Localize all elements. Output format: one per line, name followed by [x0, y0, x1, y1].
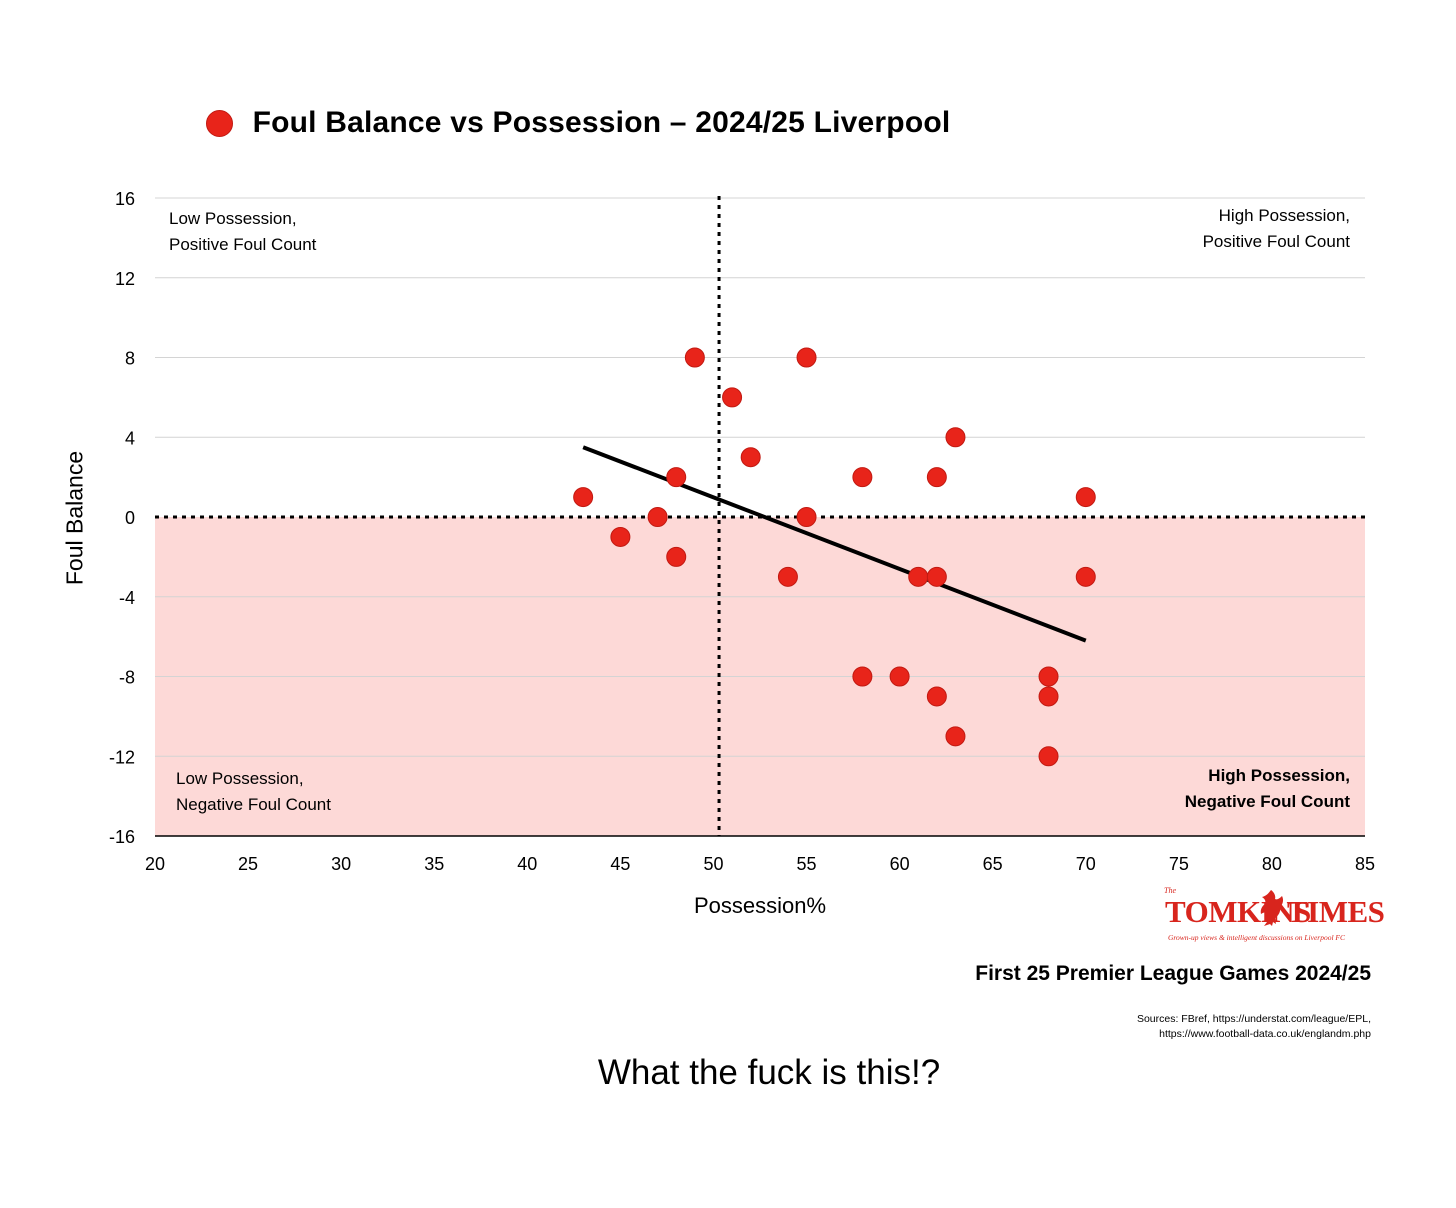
- legend-marker: [205, 109, 233, 137]
- quadrant-label-top-left: Low Possession, Positive Foul Count: [169, 206, 316, 258]
- quadrant-label-line: Low Possession,: [169, 209, 297, 228]
- y-tick-label: -8: [119, 668, 135, 688]
- x-tick-label: 60: [890, 854, 910, 874]
- x-tick-label: 80: [1262, 854, 1282, 874]
- legend: Foul Balance vs Possession – 2024/25 Liv…: [0, 106, 1456, 140]
- data-point: [852, 467, 873, 488]
- quadrant-label-line: Negative Foul Count: [176, 795, 331, 814]
- x-tick-label: 25: [238, 854, 258, 874]
- data-point: [926, 686, 947, 707]
- data-point: [722, 387, 743, 408]
- x-axis-label: Possession%: [693, 893, 827, 918]
- caption-text: What the fuck is this!?: [597, 1053, 941, 1092]
- data-point: [573, 487, 594, 508]
- data-point: [796, 347, 817, 368]
- quadrant-label-line: Positive Foul Count: [1202, 232, 1350, 251]
- quadrant-label-top-right: High Possession, Positive Foul Count: [1203, 203, 1350, 255]
- y-axis-label: Foul Balance: [61, 450, 88, 586]
- quadrant-label-line: Positive Foul Count: [169, 235, 317, 254]
- y-tick-label: -12: [109, 747, 135, 767]
- y-tick-label: 4: [125, 428, 135, 448]
- chart-title: Foul Balance vs Possession – 2024/25 Liv…: [252, 106, 951, 139]
- data-point: [926, 467, 947, 488]
- data-point: [610, 526, 631, 547]
- x-tick-label: 45: [610, 854, 630, 874]
- data-point: [1038, 666, 1059, 687]
- x-tick-label: 55: [797, 854, 817, 874]
- y-tick-label: 12: [115, 269, 135, 289]
- logo-text-right: TIMES: [1287, 894, 1385, 929]
- x-tick-label: 50: [703, 854, 723, 874]
- y-tick-label: -4: [119, 588, 135, 608]
- liver-bird-icon: [1260, 890, 1284, 926]
- data-point: [666, 546, 687, 567]
- data-point: [1038, 686, 1059, 707]
- quadrant-label-line: Low Possession,: [176, 769, 304, 788]
- x-tick-label: 30: [331, 854, 351, 874]
- y-tick-label: 8: [125, 349, 135, 369]
- data-point: [740, 447, 761, 468]
- data-point: [908, 566, 929, 587]
- data-point: [852, 666, 873, 687]
- x-tick-label: 75: [1169, 854, 1189, 874]
- data-point: [777, 566, 798, 587]
- logo-tagline: Grown-up views & intelligent discussions…: [1168, 933, 1346, 942]
- data-point: [684, 347, 705, 368]
- sources-line: https://www.football-data.co.uk/englandm…: [1159, 1028, 1371, 1040]
- y-tick-label: -16: [109, 827, 135, 847]
- data-point: [889, 666, 910, 687]
- sources-line: Sources: FBref, https://understat.com/le…: [1136, 1013, 1371, 1025]
- data-point: [666, 467, 687, 488]
- data-point: [1038, 746, 1059, 767]
- tomkins-times-logo: The TOMKINS TIMES Grown-up views & intel…: [1160, 886, 1385, 946]
- data-point: [945, 726, 966, 747]
- quadrant-label-bottom-left: Low Possession, Negative Foul Count: [176, 766, 331, 818]
- x-tick-label: 85: [1355, 854, 1375, 874]
- y-tick-label: 0: [125, 508, 135, 528]
- data-point: [926, 566, 947, 587]
- quadrant-label-line: Negative Foul Count: [1184, 792, 1350, 811]
- y-tick-label: 16: [115, 189, 135, 209]
- x-tick-label: 65: [983, 854, 1003, 874]
- quadrant-label-line: High Possession,: [1218, 206, 1350, 225]
- quadrant-label-bottom-right: High Possession, Negative Foul Count: [1185, 763, 1350, 815]
- x-tick-label: 70: [1076, 854, 1096, 874]
- x-tick-label: 40: [517, 854, 537, 874]
- data-point: [945, 427, 966, 448]
- chart-subtitle: First 25 Premier League Games 2024/25: [975, 962, 1371, 985]
- sources-note: Sources: FBref, https://understat.com/le…: [1137, 1012, 1371, 1042]
- x-tick-label: 35: [424, 854, 444, 874]
- logo-the: The: [1164, 886, 1176, 895]
- data-point: [1075, 566, 1096, 587]
- logo-text-left: TOMKINS: [1165, 894, 1311, 929]
- x-tick-label: 20: [145, 854, 165, 874]
- data-point: [1075, 487, 1096, 508]
- quadrant-label-line: High Possession,: [1208, 766, 1350, 785]
- data-point: [647, 507, 668, 527]
- data-point: [796, 507, 817, 527]
